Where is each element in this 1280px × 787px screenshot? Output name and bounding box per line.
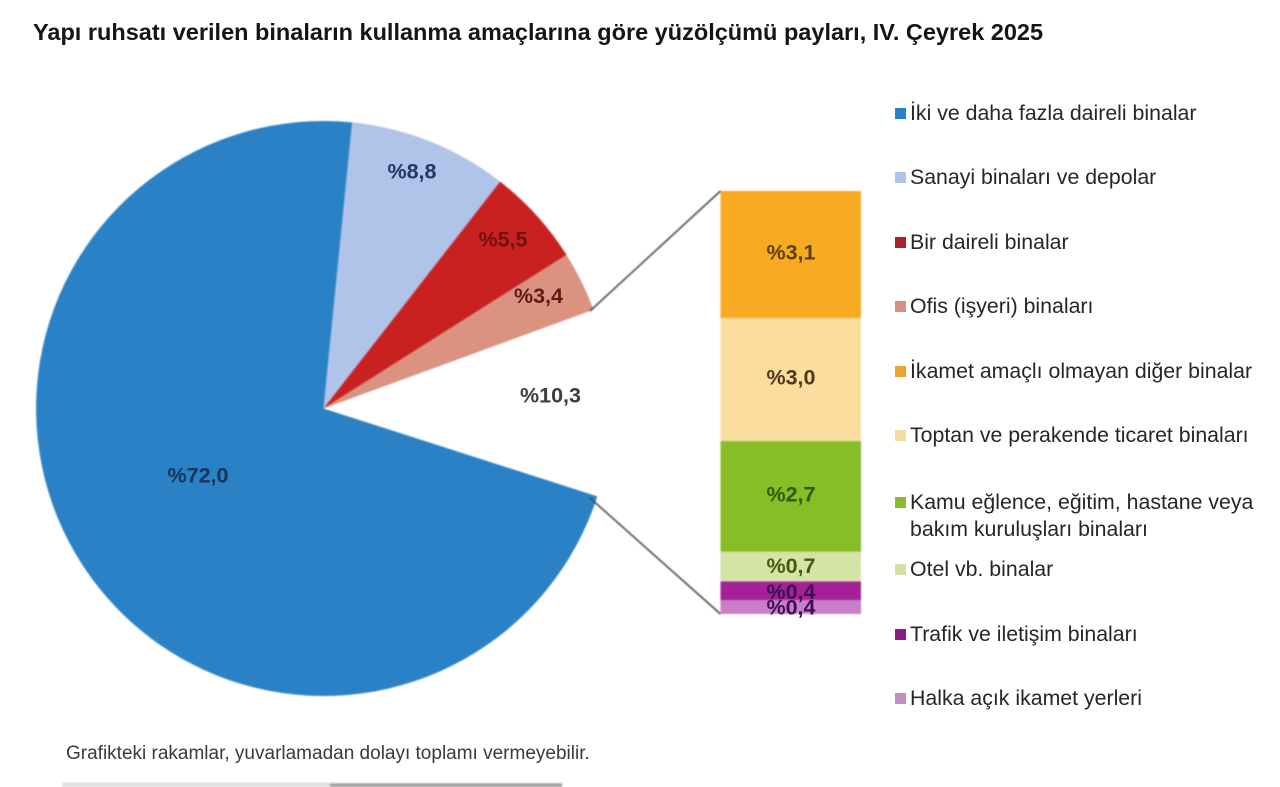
svg-text:%0,7: %0,7 [766,554,815,578]
svg-text:%3,0: %3,0 [766,366,815,390]
svg-text:%72,0: %72,0 [168,464,229,488]
svg-text:%5,5: %5,5 [478,228,527,252]
svg-text:%8,8: %8,8 [387,160,436,184]
svg-text:%0,4: %0,4 [766,596,815,620]
svg-text:%10,3: %10,3 [520,384,581,408]
svg-text:%0,4: %0,4 [766,580,815,604]
svg-text:%3,4: %3,4 [514,284,563,308]
svg-text:%2,7: %2,7 [766,483,815,507]
svg-text:%3,1: %3,1 [766,241,815,265]
